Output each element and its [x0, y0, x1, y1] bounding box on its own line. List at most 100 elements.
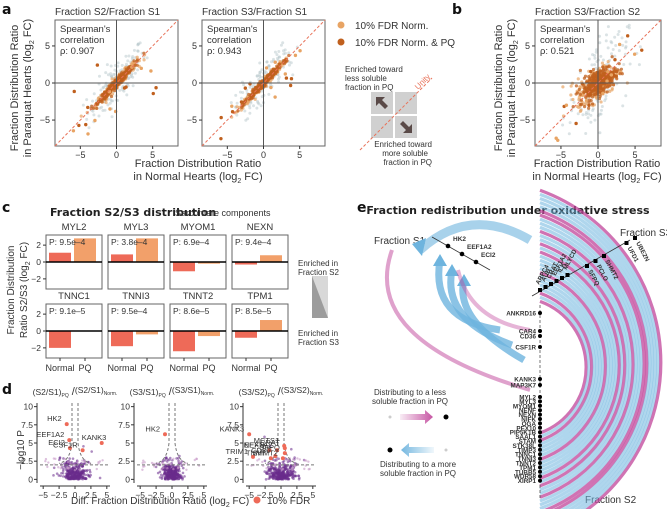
data-point-fdr-norm-pq — [266, 78, 270, 82]
schematic-panel-c: Enriched in Fraction S2 Enriched in Frac… — [298, 259, 339, 347]
data-point-fdr-norm-pq — [601, 65, 605, 69]
x-tick-label: PQ — [140, 363, 153, 373]
volcano-point — [297, 478, 301, 481]
x-tick-label: 2.5 — [182, 490, 194, 500]
data-point-background — [624, 40, 628, 44]
slash: / — [166, 386, 173, 398]
volcano-point — [76, 477, 79, 480]
y-tick-label: 0 — [525, 78, 530, 88]
facet-gene-label: MYOM1 — [181, 222, 216, 233]
data-point-background — [287, 63, 291, 67]
data-point-fdr-norm-pq — [582, 105, 587, 109]
volcano-point — [288, 467, 292, 470]
gene-label-s2: TIMP3 — [517, 447, 536, 454]
data-point-outlier — [293, 53, 298, 58]
legend-more-start-dot — [444, 448, 448, 452]
volcano-point-faint — [143, 461, 146, 464]
data-point-outlier — [298, 48, 302, 53]
gene-label-s2: NENF — [519, 408, 536, 415]
bar-pq — [198, 262, 220, 264]
x-tick-label: 0 — [595, 150, 600, 160]
flow-arc-more-soluble — [539, 196, 657, 509]
data-point-background — [587, 57, 591, 61]
data-point-background — [145, 56, 149, 60]
legend-less-start-dot — [388, 415, 392, 419]
data-point-background — [291, 73, 295, 77]
schematic-c-top-2: Fraction S2 — [298, 268, 339, 277]
volcano-point-faint — [172, 457, 175, 460]
legend-panel-a: 10% FDR Norm. 10% FDR Norm. & PQ — [337, 21, 455, 49]
volcano-y-axis-title: −log10 P — [16, 430, 27, 470]
data-point-background — [113, 68, 117, 72]
data-point-background — [131, 84, 135, 88]
correlation-annotation: correlation — [60, 35, 104, 46]
volcano-point — [273, 459, 277, 462]
volcano-point-faint — [141, 461, 144, 465]
volcano-title-part: Norm. — [201, 391, 215, 397]
significant-point — [273, 454, 278, 459]
flow-arc-more-soluble — [539, 201, 655, 509]
x-tick-label: −2.5 — [257, 490, 274, 500]
volcano-point-faint — [304, 459, 308, 462]
flow-arc-more-soluble — [539, 287, 596, 446]
flow-arc-more-soluble — [539, 192, 660, 509]
flow-arc-more-soluble — [539, 217, 643, 509]
data-point-background — [594, 66, 598, 70]
facet-gene-label: MYL2 — [62, 222, 87, 233]
volcano-point-faint — [166, 466, 169, 470]
data-point-outlier — [95, 63, 100, 67]
data-point-fdr-norm-pq — [607, 77, 611, 81]
data-point-background — [606, 25, 610, 29]
correlation-annotation: correlation — [207, 35, 251, 46]
data-point-fdr-norm-pq — [574, 92, 578, 96]
volcano-title-part: (S3/S2) — [239, 387, 268, 397]
flow-arc-less-soluble — [539, 271, 608, 461]
data-point-background — [610, 41, 614, 45]
x-tick-label: 2.5 — [85, 490, 97, 500]
volcano-point-faint — [307, 460, 310, 463]
volcano-point-faint — [101, 459, 104, 462]
volcano-point — [292, 477, 295, 481]
y-tick-label: −2 — [31, 343, 41, 353]
data-point-fdr-norm — [569, 93, 573, 97]
data-point-background — [136, 42, 140, 46]
flow-arrow-to-s1 — [459, 279, 526, 364]
gene-label-s2: OGA — [522, 421, 537, 428]
legend-more-line1: Distributing to a more — [380, 460, 457, 469]
volcano-point-faint — [52, 457, 56, 460]
x-tick-label: −5 — [75, 150, 85, 160]
x-tick-label: 0 — [261, 150, 266, 160]
volcano-point — [52, 466, 56, 470]
data-point-fdr-norm-pq — [113, 89, 117, 93]
x-tick-label: 0 — [279, 490, 284, 500]
volcano-point-faint — [185, 468, 188, 471]
data-point-fdr-norm-pq — [594, 74, 598, 78]
gene-node — [538, 377, 542, 381]
x-tick-label: PQ — [78, 363, 91, 373]
x-tick-label: 5 — [633, 150, 638, 160]
legend-marker-fdr-norm-pq — [337, 38, 345, 46]
significant-point — [67, 446, 72, 451]
data-point-fdr-norm-pq — [598, 76, 602, 80]
gene-node — [538, 334, 542, 338]
data-point-background — [638, 45, 642, 49]
data-point-background — [108, 101, 112, 105]
gene-label-s1: HK2 — [453, 236, 466, 243]
data-point-background — [598, 41, 602, 45]
volcano-point — [69, 472, 73, 476]
data-point-background — [136, 49, 140, 53]
data-point-outlier — [587, 103, 591, 108]
volcano-point — [277, 457, 280, 461]
data-point-background — [601, 58, 605, 62]
data-point-outlier — [149, 69, 153, 73]
x-tick-label: Normal — [107, 363, 136, 373]
data-point-fdr-norm-pq — [610, 76, 615, 81]
data-point-background — [125, 93, 129, 97]
data-point-background — [581, 113, 585, 117]
volcano-point — [174, 476, 178, 480]
data-point-background — [104, 71, 108, 75]
gene-node — [538, 399, 542, 404]
volcano-point — [70, 477, 73, 480]
data-point-fdr-norm — [577, 95, 581, 99]
p-value-label: P: 6.9e–4 — [173, 237, 210, 247]
